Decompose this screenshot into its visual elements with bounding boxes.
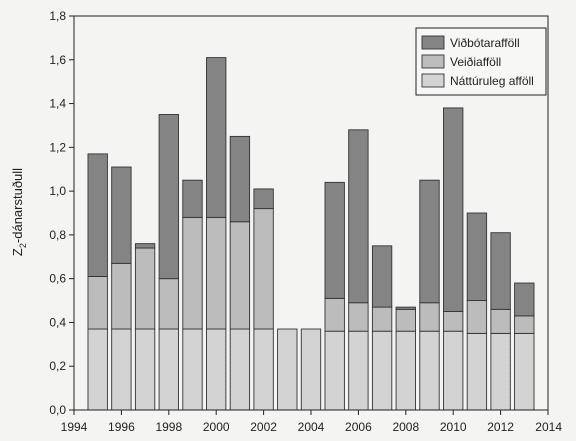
x-tick-label: 2000 [203,420,230,434]
bar-segment-texture-2002-s1 [253,208,274,330]
y-tick-label: 0,2 [49,359,66,373]
bars-group [87,57,535,411]
bar-segment-texture-2000-s0 [206,329,226,410]
bar-segment-texture-2004-s0 [301,329,321,410]
x-tick-label: 2008 [392,420,419,434]
bar-segment-texture-2011-s0 [467,333,487,410]
bar-segment-texture-2003-s0 [277,329,298,410]
bar-segment-texture-2008-s2 [396,307,416,310]
y-tick-label: 0,0 [49,403,66,417]
bar-segment-texture-1996-s1 [111,263,132,330]
bar-segment-texture-2008-s1 [396,309,416,332]
bar-segment-texture-2002-s2 [253,188,274,209]
legend-swatch [421,54,445,69]
y-ticks-group: 0,0 0,2 0,4 0,6 0,8 1,0 1,2 1,4 1,6 1,8 [49,9,74,417]
bar-segment-texture-1995-s0 [87,329,108,410]
y-tick-label: 1,2 [49,140,66,154]
x-tick-label: 2004 [298,420,325,434]
bar-segment-texture-2013-s2 [514,283,535,316]
bar-segment-texture-1995-s1 [87,276,108,330]
bar-segment-texture-1996-s2 [111,167,132,264]
x-tick-label: 2012 [487,420,514,434]
bar-segment-texture-2011-s1 [467,300,487,334]
bar-segment-texture-1998-s1 [159,278,179,330]
bar-segment-texture-1997-s0 [135,329,155,410]
bar-segment-texture-2005-s1 [324,298,345,332]
y-tick-label: 1,0 [49,184,66,198]
bar-segment-texture-2013-s0 [514,333,535,410]
y-axis-title: Z2-dánarstuðull [10,168,28,256]
bar-segment-texture-2000-s2 [206,57,226,218]
bar-segment-texture-2006-s0 [348,331,369,410]
y-axis-title-rest: -dánarstuðull [10,168,25,243]
bar-segment-texture-2009-s1 [419,302,440,332]
bar-segment-texture-2007-s1 [372,307,392,332]
x-tick-label: 1994 [61,420,88,434]
bar-segment-texture-1998-s2 [159,114,179,279]
x-tick-label: 2014 [535,420,562,434]
y-axis-title-main: Z [10,248,25,256]
bar-segment-texture-1998-s0 [159,329,179,410]
bar-segment-texture-2010-s2 [443,107,463,312]
legend-label: Veiðiafföll [450,55,501,69]
bar-segment-texture-2013-s1 [514,315,535,334]
x-tick-label: 2006 [345,420,372,434]
bar-segment-texture-1997-s2 [135,243,155,249]
bar-segment-texture-2007-s2 [372,245,392,308]
bar-segment-texture-2006-s2 [348,129,369,303]
legend: Viðbótarafföll Veiðiafföll Náttúruleg affö… [415,27,547,96]
bar-segment-texture-2005-s0 [324,331,345,410]
legend-swatch [421,73,445,88]
y-tick-label: 0,6 [49,272,66,286]
y-tick-label: 1,6 [49,53,66,67]
bar-segment-texture-2001-s1 [230,221,250,330]
x-tick-label: 2010 [440,420,467,434]
x-ticks-group: 1994 1996 1998 2000 2002 2004 2006 2008 2010 2012… [61,410,562,434]
y-tick-label: 0,8 [49,228,66,242]
bar-segment-texture-2009-s2 [419,180,440,303]
bar-segment-texture-2002-s0 [253,329,274,410]
x-tick-label: 2002 [250,420,277,434]
y-tick-label: 0,4 [49,315,66,329]
bar-segment-texture-1997-s1 [135,248,155,330]
bar-segment-texture-2011-s2 [467,213,487,301]
bar-segment-texture-2001-s0 [230,329,250,410]
bar-segment-texture-2009-s0 [419,331,440,410]
bar-segment-texture-2005-s2 [324,182,345,299]
bar-segment-texture-2008-s0 [396,331,416,410]
legend-label: Náttúruleg afföll [450,74,534,88]
bar-segment-texture-2010-s1 [443,311,463,332]
bar-segment-texture-2000-s1 [206,217,226,330]
bar-segment-texture-1999-s2 [182,180,203,218]
bar-segment-texture-2006-s1 [348,302,369,332]
legend-label: Viðbótarafföll [450,36,520,50]
bar-segment-texture-2007-s0 [372,331,392,410]
bar-segment-texture-1995-s2 [87,153,108,277]
bar-segment-texture-2012-s1 [490,309,511,334]
svg-text:Z2-dánarstuðull: Z2-dánarstuðull [10,168,28,256]
x-tick-label: 1998 [155,420,182,434]
bar-segment-texture-1999-s1 [182,217,203,330]
bar-segment-texture-1996-s0 [111,329,132,410]
bar-segment-texture-2012-s0 [490,333,511,410]
bar-segment-texture-2010-s0 [443,331,463,410]
bar-segment-texture-2001-s2 [230,136,250,222]
y-tick-label: 1,8 [49,9,66,23]
legend-swatch [421,35,445,50]
bar-segment-texture-2012-s2 [490,232,511,310]
bar-segment-texture-1999-s0 [182,329,203,410]
y-axis-title-sub: 2 [18,243,28,248]
y-tick-label: 1,4 [49,97,66,111]
x-tick-label: 1996 [108,420,135,434]
